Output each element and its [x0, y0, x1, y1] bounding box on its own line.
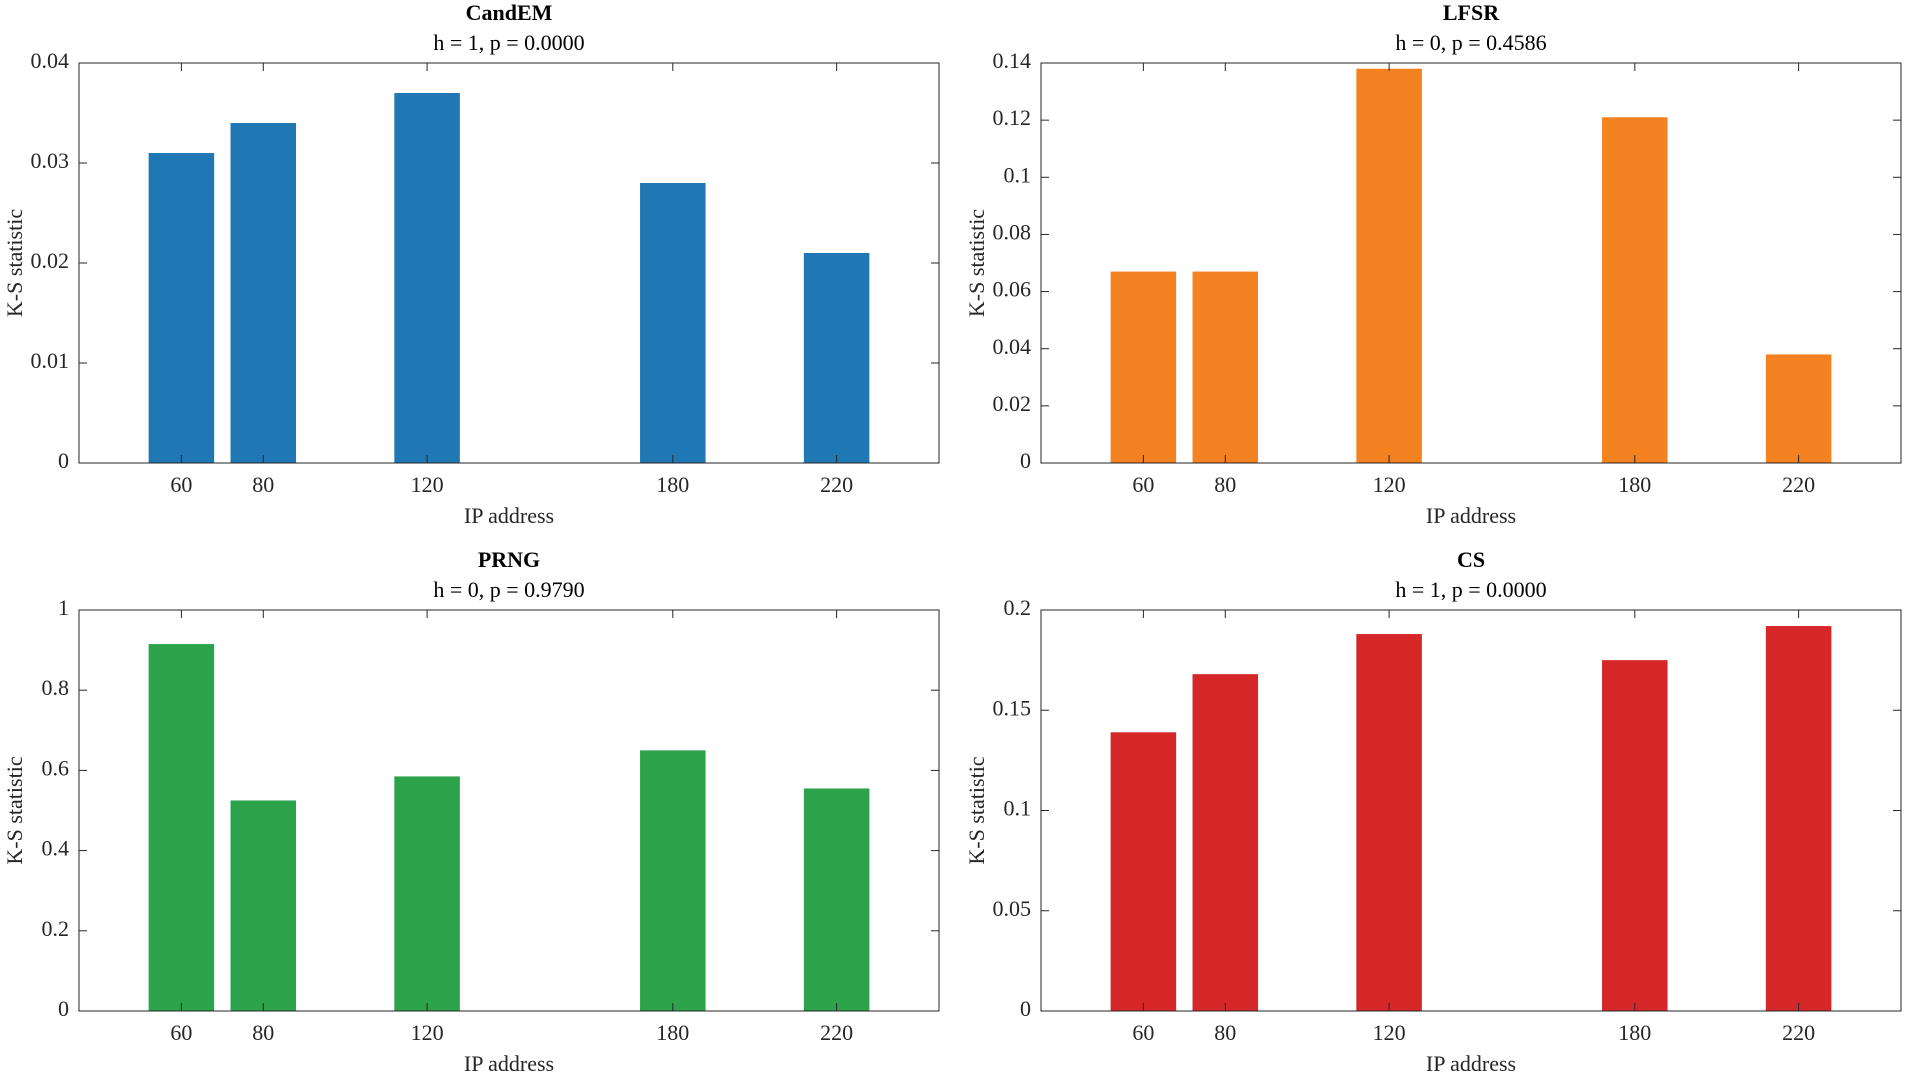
x-tick-label: 220: [1782, 472, 1815, 497]
y-tick-label: 1: [58, 595, 69, 620]
y-tick-label: 0.6: [42, 755, 70, 780]
y-tick-label: 0.06: [993, 277, 1032, 302]
x-axis-label: IP address: [464, 1051, 554, 1076]
chart-subtitle: h = 1, p = 0.0000: [433, 30, 584, 55]
x-tick-label: 180: [1618, 1020, 1651, 1045]
x-tick-label: 220: [820, 1020, 853, 1045]
y-tick-label: 0.02: [993, 391, 1032, 416]
bar: [640, 183, 706, 463]
x-tick-label: 180: [656, 472, 689, 497]
y-tick-label: 0.04: [993, 334, 1032, 359]
bar: [1110, 732, 1177, 1011]
bar: [1356, 634, 1422, 1011]
axes-box: [1040, 62, 1902, 464]
y-tick-label: 0.15: [993, 695, 1032, 720]
bar: [803, 788, 870, 1011]
x-tick-label: 220: [820, 472, 853, 497]
x-tick-label: 60: [170, 472, 192, 497]
bar: [1602, 660, 1668, 1011]
y-tick-label: 0.08: [993, 219, 1032, 244]
chart-title: LFSR: [1443, 0, 1500, 25]
bar: [230, 800, 297, 1011]
y-axis-label: K-S statistic: [2, 209, 27, 317]
y-tick-label: 0.8: [42, 675, 70, 700]
x-axis-label: IP address: [1426, 1051, 1516, 1076]
y-tick-label: 0.1: [1004, 796, 1032, 821]
bar: [640, 750, 706, 1011]
x-tick-label: 60: [170, 1020, 192, 1045]
bar: [230, 123, 297, 463]
x-tick-label: 80: [252, 1020, 274, 1045]
x-tick-label: 60: [1132, 1020, 1154, 1045]
x-tick-label: 120: [1373, 1020, 1406, 1045]
x-tick-label: 120: [411, 1020, 444, 1045]
x-tick-label: 180: [1618, 472, 1651, 497]
bar: [1192, 674, 1259, 1011]
x-tick-label: 120: [411, 472, 444, 497]
chart-title: CandEM: [466, 0, 553, 25]
y-axis-label: K-S statistic: [964, 209, 989, 317]
y-tick-label: 0.2: [42, 916, 70, 941]
x-tick-label: 80: [252, 472, 274, 497]
axes-box: [78, 609, 940, 1012]
bar: [394, 93, 460, 463]
y-tick-label: 0.14: [993, 48, 1032, 73]
bar: [1192, 271, 1259, 463]
y-tick-label: 0.05: [993, 896, 1032, 921]
chart-subtitle: h = 0, p = 0.4586: [1395, 30, 1546, 55]
x-tick-label: 120: [1373, 472, 1406, 497]
chart-title: PRNG: [478, 547, 540, 572]
chart-subtitle: h = 1, p = 0.0000: [1395, 577, 1546, 602]
y-tick-label: 0.03: [31, 148, 70, 173]
chart-subtitle: h = 0, p = 0.9790: [433, 577, 584, 602]
bar: [1602, 117, 1668, 464]
x-tick-label: 60: [1132, 472, 1154, 497]
y-tick-label: 0.12: [993, 105, 1032, 130]
y-axis-label: K-S statistic: [2, 756, 27, 864]
y-tick-label: 0.1: [1004, 162, 1032, 187]
bar: [1356, 68, 1422, 463]
chart-title: CS: [1457, 547, 1485, 572]
bar: [1765, 626, 1832, 1011]
x-tick-label: 80: [1214, 1020, 1236, 1045]
y-tick-label: 0: [1020, 996, 1031, 1021]
y-tick-label: 0.2: [1004, 595, 1032, 620]
bar: [1765, 354, 1832, 463]
y-tick-label: 0.04: [31, 48, 70, 73]
x-axis-label: IP address: [464, 503, 554, 528]
y-tick-label: 0: [58, 996, 69, 1021]
x-tick-label: 80: [1214, 472, 1236, 497]
y-tick-label: 0.01: [31, 348, 70, 373]
bar: [394, 776, 460, 1011]
x-tick-label: 180: [656, 1020, 689, 1045]
y-axis-label: K-S statistic: [964, 756, 989, 864]
x-tick-label: 220: [1782, 1020, 1815, 1045]
x-axis-label: IP address: [1426, 503, 1516, 528]
y-tick-label: 0: [1020, 448, 1031, 473]
y-tick-label: 0: [58, 448, 69, 473]
y-tick-label: 0.02: [31, 248, 70, 273]
bar: [803, 253, 870, 463]
bar: [1110, 271, 1177, 463]
y-tick-label: 0.4: [42, 836, 70, 861]
bar: [148, 153, 215, 463]
bar: [148, 644, 215, 1011]
